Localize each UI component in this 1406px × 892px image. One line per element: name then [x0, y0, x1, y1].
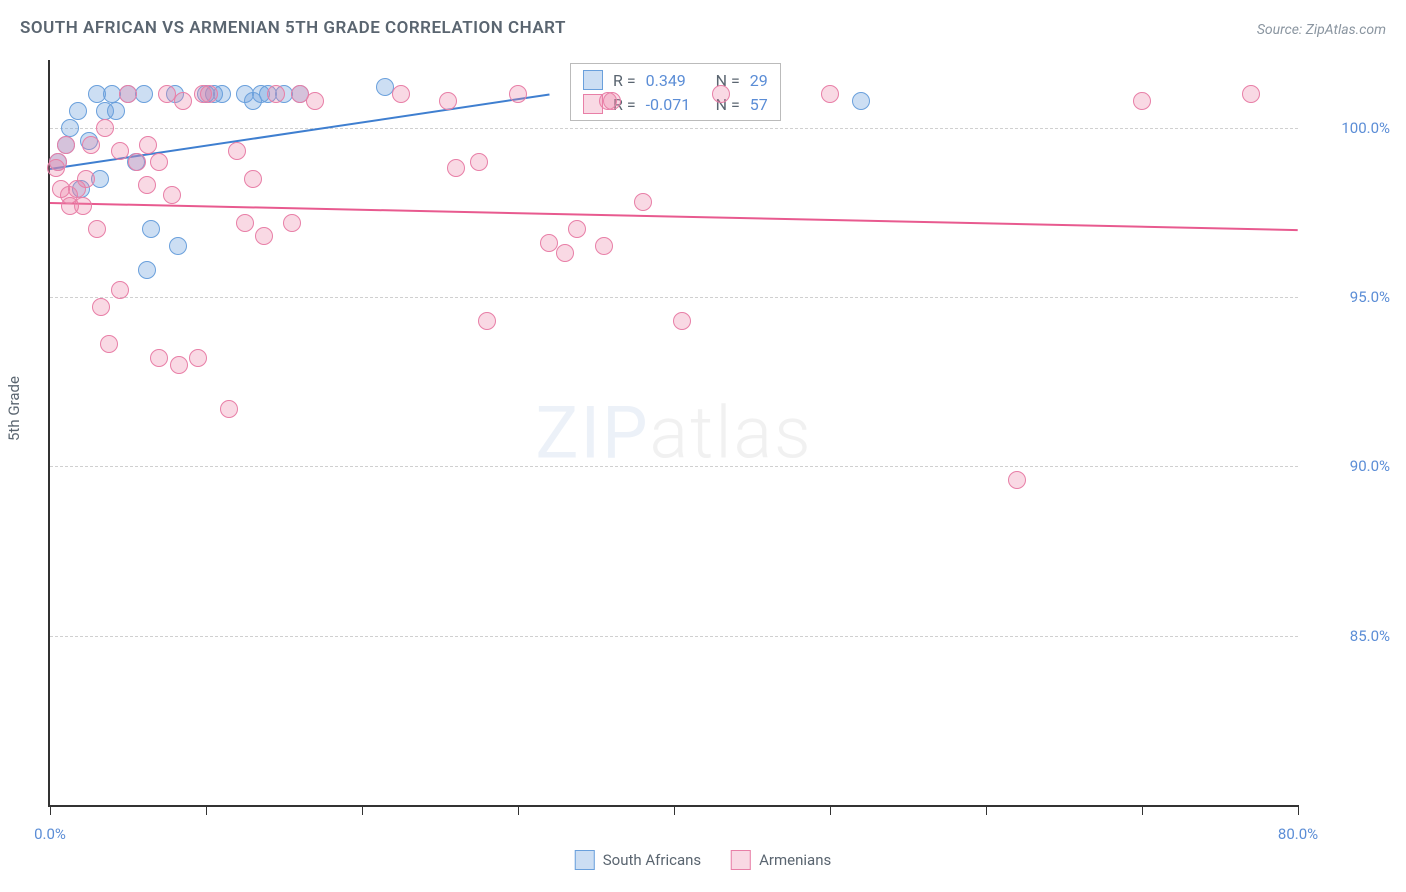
data-point: [138, 176, 156, 194]
data-point: [595, 237, 613, 255]
data-point: [128, 153, 146, 171]
data-point: [244, 170, 262, 188]
legend-item: South Africans: [575, 850, 701, 870]
data-point: [200, 85, 218, 103]
x-tick: [206, 805, 207, 815]
data-point: [439, 92, 457, 110]
data-point: [556, 244, 574, 262]
x-tick: [830, 805, 831, 815]
x-tick-label: 0.0%: [34, 825, 66, 843]
data-point: [1242, 85, 1260, 103]
data-point: [392, 85, 410, 103]
x-tick: [1142, 805, 1143, 815]
bottom-legend: South Africans Armenians: [575, 850, 831, 870]
data-point: [138, 261, 156, 279]
data-point: [77, 170, 95, 188]
data-point: [673, 312, 691, 330]
stats-box: R =0.349N =29R =-0.071N =57: [570, 63, 781, 121]
data-point: [470, 153, 488, 171]
legend-label: Armenians: [759, 851, 831, 869]
data-point: [478, 312, 496, 330]
data-point: [255, 227, 273, 245]
data-point: [111, 281, 129, 299]
x-tick: [986, 805, 987, 815]
source-label: Source: ZipAtlas.com: [1257, 22, 1386, 38]
chart-title: SOUTH AFRICAN VS ARMENIAN 5TH GRADE CORR…: [20, 18, 566, 38]
data-point: [82, 136, 100, 154]
data-point: [135, 85, 153, 103]
data-point: [92, 298, 110, 316]
plot-area: ZIPatlas R =0.349N =29R =-0.071N =57 85.…: [48, 60, 1298, 807]
x-tick: [50, 805, 51, 815]
legend-label: South Africans: [603, 851, 701, 869]
data-point: [306, 92, 324, 110]
data-point: [163, 186, 181, 204]
data-point: [142, 220, 160, 238]
y-tick-label: 90.0%: [1350, 457, 1390, 475]
data-point: [228, 142, 246, 160]
data-point: [220, 400, 238, 418]
y-tick-label: 100.0%: [1341, 119, 1390, 137]
data-point: [174, 92, 192, 110]
data-point: [119, 85, 137, 103]
data-point: [189, 349, 207, 367]
data-point: [74, 197, 92, 215]
x-tick: [518, 805, 519, 815]
stats-row: R =0.349N =29: [583, 68, 768, 92]
data-point: [169, 237, 187, 255]
y-tick-label: 85.0%: [1350, 627, 1390, 645]
legend-item: Armenians: [731, 850, 831, 870]
stats-r-value: -0.071: [646, 95, 706, 114]
legend-swatch: [575, 850, 595, 870]
data-point: [57, 136, 75, 154]
data-point: [49, 153, 67, 171]
data-point: [69, 102, 87, 120]
stats-r-label: R =: [613, 71, 636, 90]
data-point: [852, 92, 870, 110]
data-point: [100, 335, 118, 353]
y-axis-label: 5th Grade: [5, 376, 23, 441]
data-point: [88, 220, 106, 238]
gridline: [50, 297, 1298, 298]
y-tick-label: 95.0%: [1350, 288, 1390, 306]
legend-swatch: [731, 850, 751, 870]
x-tick: [674, 805, 675, 815]
data-point: [107, 102, 125, 120]
data-point: [283, 214, 301, 232]
data-point: [568, 220, 586, 238]
data-point: [96, 119, 114, 137]
data-point: [712, 85, 730, 103]
data-point: [267, 85, 285, 103]
x-tick: [362, 805, 363, 815]
data-point: [821, 85, 839, 103]
data-point: [1008, 471, 1026, 489]
data-point: [1133, 92, 1151, 110]
gridline: [50, 636, 1298, 637]
data-point: [509, 85, 527, 103]
watermark: ZIPatlas: [535, 390, 812, 475]
x-tick: [1298, 805, 1299, 815]
gridline: [50, 466, 1298, 467]
stats-n-value: 29: [750, 71, 768, 90]
data-point: [447, 159, 465, 177]
x-tick-label: 80.0%: [1278, 825, 1318, 843]
data-point: [170, 356, 188, 374]
data-point: [634, 193, 652, 211]
stats-n-value: 57: [750, 95, 768, 114]
data-point: [236, 214, 254, 232]
legend-swatch: [583, 70, 603, 90]
data-point: [111, 142, 129, 160]
data-point: [603, 92, 621, 110]
data-point: [61, 119, 79, 137]
gridline: [50, 128, 1298, 129]
data-point: [150, 349, 168, 367]
data-point: [139, 136, 157, 154]
stats-r-value: 0.349: [646, 71, 706, 90]
data-point: [150, 153, 168, 171]
